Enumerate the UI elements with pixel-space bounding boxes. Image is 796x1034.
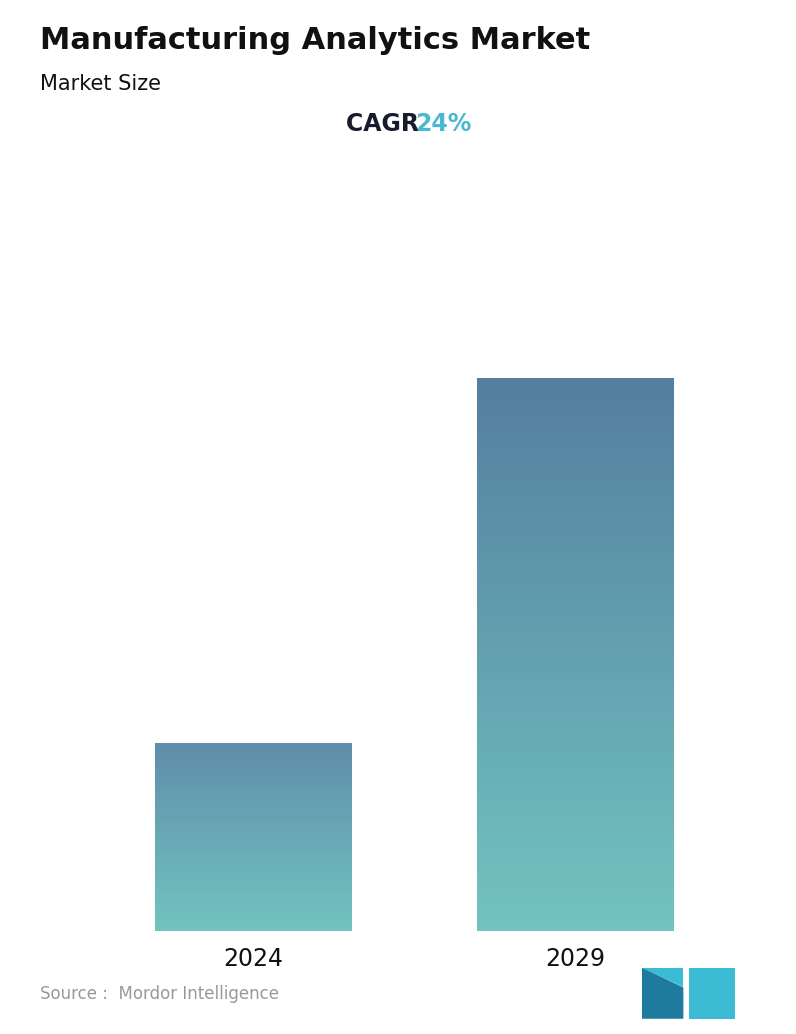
Polygon shape	[642, 968, 684, 1018]
Text: 24%: 24%	[415, 112, 471, 135]
Text: Source :  Mordor Intelligence: Source : Mordor Intelligence	[40, 985, 279, 1003]
Text: 2024: 2024	[223, 947, 283, 972]
Text: 2029: 2029	[545, 947, 605, 972]
Polygon shape	[689, 968, 736, 1018]
Text: Manufacturing Analytics Market: Manufacturing Analytics Market	[40, 26, 590, 55]
Text: Market Size: Market Size	[40, 74, 161, 94]
Text: CAGR: CAGR	[346, 112, 427, 135]
Polygon shape	[642, 968, 684, 987]
